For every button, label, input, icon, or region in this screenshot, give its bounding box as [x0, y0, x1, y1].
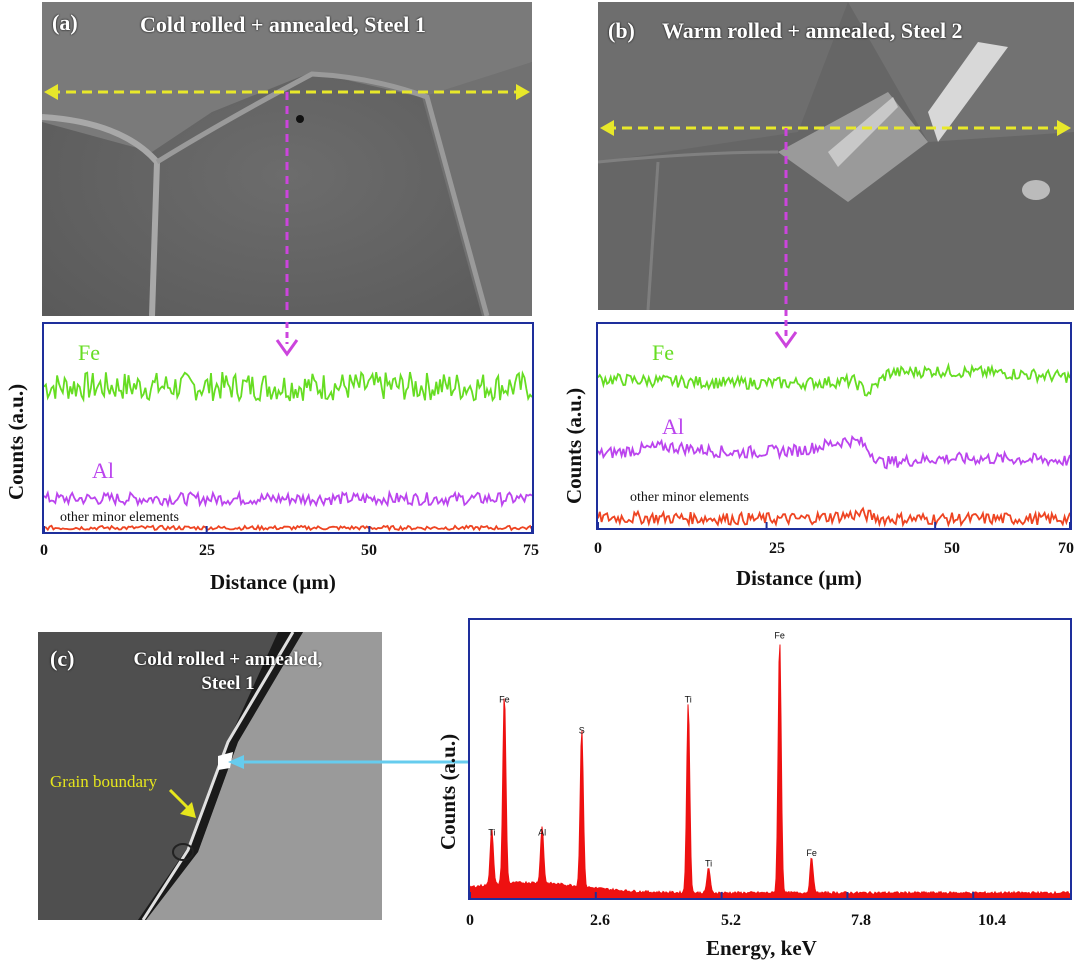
x-tick-b-2: 50	[944, 540, 960, 557]
eds-spectrum-chart: Ti Fe Al S Ti Ti Fe Fe	[468, 618, 1072, 900]
peak-label-2: Al	[538, 828, 546, 838]
series-line-al	[43, 489, 533, 509]
y-axis-title-b: Counts (a.u.)	[562, 387, 586, 504]
series-line-fe	[597, 362, 1071, 397]
x-tick-b-3: 70	[1058, 540, 1074, 557]
scan-arrow-b	[774, 310, 798, 349]
panel-c-title-line2: Steel 1	[201, 673, 255, 694]
panel-b-title: Warm rolled + annealed, Steel 2	[662, 18, 963, 43]
sem-texture-a	[42, 2, 532, 316]
peak-label-3: S	[579, 725, 585, 735]
al-label-b: Al	[662, 414, 684, 439]
x-tick-b-0: 0	[594, 540, 602, 557]
panel-b-label: (b)	[608, 18, 635, 43]
sem-texture-b	[598, 2, 1074, 310]
eds-spectrum-plot: Ti Fe Al S Ti Ti Fe Fe	[469, 631, 1071, 899]
spectrum-area	[469, 644, 1071, 899]
series-line-al	[597, 434, 1071, 470]
peak-label-4: Ti	[685, 695, 692, 705]
x-tick-c-0: 0	[466, 912, 474, 929]
grain-boundary-label: Grain boundary	[50, 772, 158, 791]
y-axis-title-c: Counts (a.u.)	[436, 733, 460, 850]
x-tick-c-1: 2.6	[590, 912, 610, 929]
panel-c-title: Cold rolled + annealed, Steel 1	[118, 648, 338, 696]
fe-label-b: Fe	[652, 340, 674, 365]
sem-texture-c	[38, 632, 382, 920]
series-line-fe	[43, 370, 533, 403]
x-tick-c-4: 10.4	[978, 912, 1006, 929]
x-axis-title-c: Energy, keV	[706, 936, 817, 960]
fe-label-a: Fe	[78, 340, 100, 365]
x-axis-title-a: Distance (µm)	[210, 570, 336, 594]
x-tick-a-0: 0	[40, 542, 48, 559]
scan-line-b	[600, 120, 1071, 310]
minor-label-b: other minor elements	[630, 490, 749, 505]
x-tick-a-3: 75	[523, 542, 539, 559]
line-chart-a	[42, 322, 534, 534]
x-tick-c-2: 5.2	[721, 912, 741, 929]
sem-image-b	[598, 2, 1074, 310]
x-tick-b-1: 25	[769, 540, 785, 557]
peak-label-1: Fe	[499, 695, 510, 705]
peak-label-0: Ti	[488, 828, 495, 838]
grain-boundary-arrow	[168, 788, 196, 818]
x-axis-title-b: Distance (µm)	[736, 566, 862, 590]
y-axis-title-a: Counts (a.u.)	[4, 383, 28, 500]
panel-c-title-line1: Cold rolled + annealed,	[133, 649, 323, 670]
panel-a-title: Cold rolled + annealed, Steel 1	[140, 12, 426, 37]
x-tick-c-3: 7.8	[851, 912, 871, 929]
al-label-a: Al	[92, 458, 114, 483]
series-line-other-minor-elements	[43, 523, 533, 532]
minor-label-a: other minor elements	[60, 510, 179, 525]
panel-a-label: (a)	[52, 10, 78, 35]
sem-image-a	[42, 2, 532, 316]
scan-line-a	[44, 84, 530, 316]
panel-c-label: (c)	[50, 646, 75, 671]
line-chart-a-plot	[43, 370, 533, 532]
series-line-other-minor-elements	[597, 506, 1071, 528]
peak-label-7: Fe	[806, 848, 817, 858]
peak-label-6: Fe	[774, 631, 785, 641]
x-tick-a-2: 50	[361, 542, 377, 559]
line-chart-b	[596, 322, 1072, 530]
link-arrow	[228, 755, 472, 769]
scan-arrow-a	[275, 322, 299, 357]
sem-image-c	[38, 632, 382, 920]
peak-label-5: Ti	[705, 858, 712, 868]
x-tick-a-1: 25	[199, 542, 215, 559]
